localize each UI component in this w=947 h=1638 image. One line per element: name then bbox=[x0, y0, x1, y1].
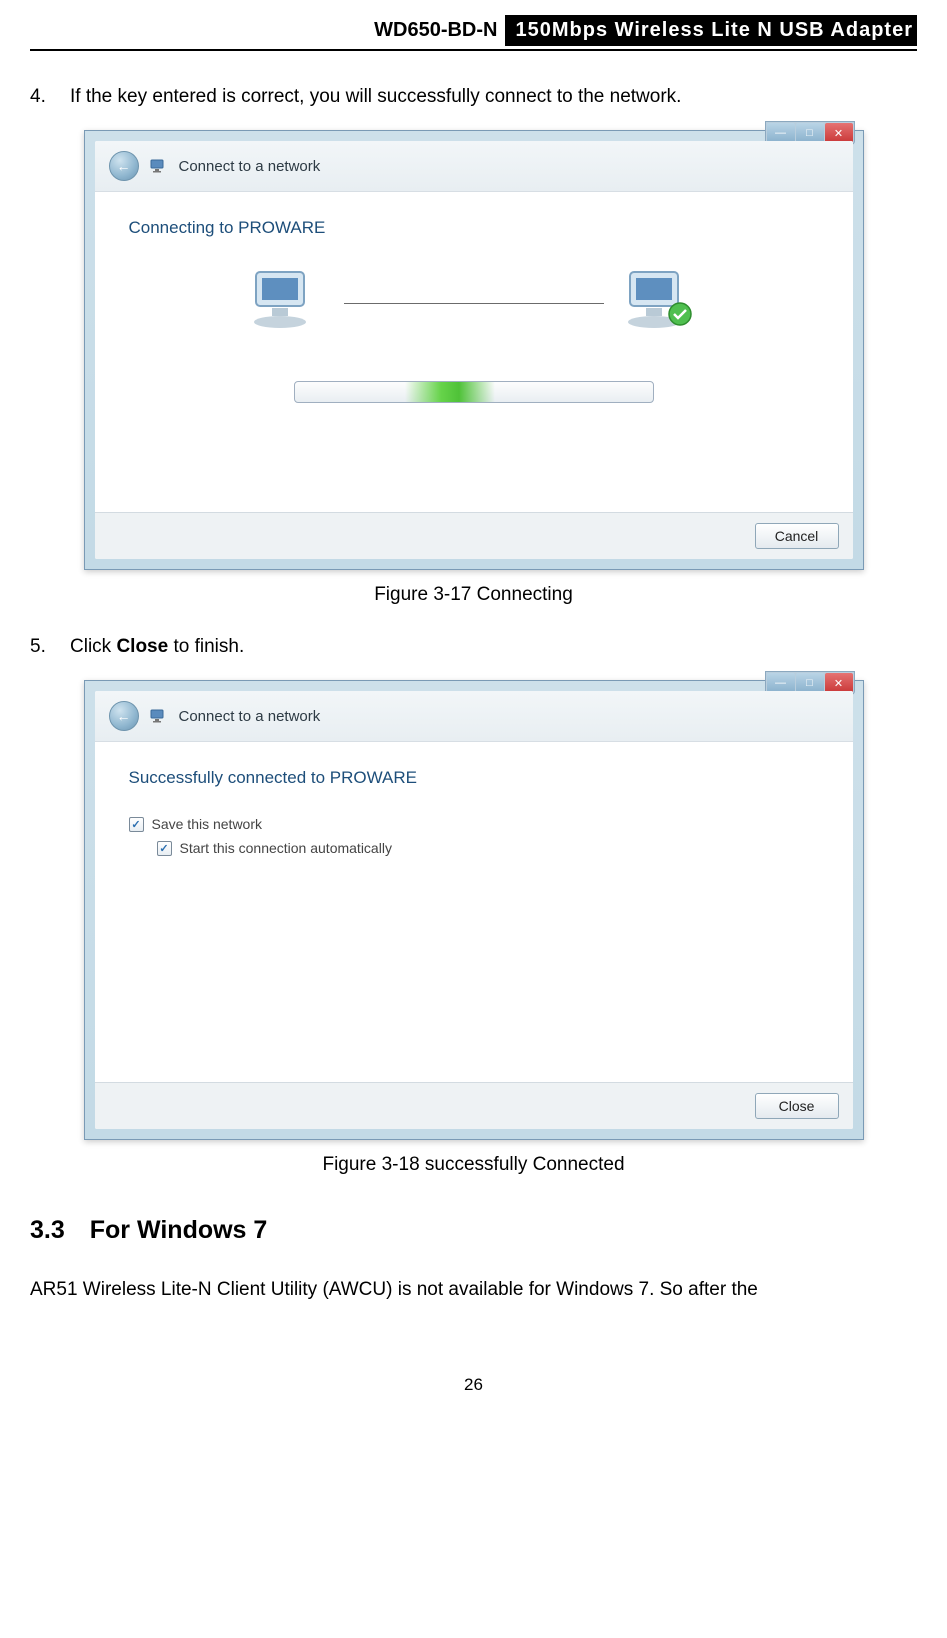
close-icon: ✕ bbox=[834, 127, 843, 140]
computer-right-icon bbox=[622, 266, 700, 341]
close-icon-2: ✕ bbox=[834, 677, 843, 690]
figure-317-caption: Figure 3-17 Connecting bbox=[30, 584, 917, 606]
connecting-title: Connecting to PROWARE bbox=[129, 218, 819, 238]
save-network-label: Save this network bbox=[152, 816, 263, 832]
section-paragraph: AR51 Wireless Lite-N Client Utility (AWC… bbox=[30, 1275, 917, 1305]
step-5-text: Click Close to finish. bbox=[70, 636, 917, 658]
connecting-window: — □ ✕ ← Connect to a net bbox=[84, 130, 864, 570]
window-header-text: Connect to a network bbox=[179, 158, 321, 175]
auto-start-label: Start this connection automatically bbox=[180, 840, 392, 856]
network-icon bbox=[149, 156, 169, 176]
network-icon-2 bbox=[149, 706, 169, 726]
window-header-text-2: Connect to a network bbox=[179, 708, 321, 725]
auto-start-row: ✓ Start this connection automatically bbox=[157, 840, 819, 856]
progress-fill bbox=[405, 382, 495, 402]
check-icon-2: ✓ bbox=[159, 842, 168, 855]
step-5-text-before: Click bbox=[70, 636, 116, 657]
step-5-number: 5. bbox=[30, 636, 70, 658]
back-button-2[interactable]: ← bbox=[109, 701, 139, 731]
connection-graphic bbox=[129, 266, 819, 341]
minimize-button[interactable]: — bbox=[767, 123, 795, 143]
close-button[interactable]: Close bbox=[755, 1093, 839, 1119]
progress-bar bbox=[294, 381, 654, 403]
close-window-button[interactable]: ✕ bbox=[825, 123, 853, 143]
maximize-button[interactable]: □ bbox=[796, 123, 824, 143]
back-arrow-icon: ← bbox=[117, 158, 131, 174]
connected-window: — □ ✕ ← Connect to a net bbox=[84, 680, 864, 1140]
save-network-checkbox[interactable]: ✓ bbox=[129, 817, 144, 832]
maximize-icon-2: □ bbox=[806, 677, 813, 689]
maximize-button-2[interactable]: □ bbox=[796, 673, 824, 693]
figure-318-caption: Figure 3-18 successfully Connected bbox=[30, 1154, 917, 1176]
window-header-2: ← Connect to a network bbox=[95, 691, 853, 742]
auto-start-checkbox[interactable]: ✓ bbox=[157, 841, 172, 856]
step-5-bold: Close bbox=[116, 636, 168, 657]
back-arrow-icon-2: ← bbox=[117, 708, 131, 724]
minimize-icon: — bbox=[775, 127, 786, 139]
connected-title: Successfully connected to PROWARE bbox=[129, 768, 819, 788]
step-5-text-after: to finish. bbox=[168, 636, 244, 657]
header-product: 150Mbps Wireless Lite N USB Adapter bbox=[505, 15, 917, 46]
step-4: 4. If the key entered is correct, you wi… bbox=[30, 86, 917, 108]
header-model: WD650-BD-N bbox=[374, 19, 505, 42]
computer-left-icon bbox=[248, 266, 326, 341]
connection-line bbox=[344, 303, 604, 304]
check-icon-1: ✓ bbox=[131, 818, 140, 831]
minimize-icon-2: — bbox=[775, 677, 786, 689]
minimize-button-2[interactable]: — bbox=[767, 673, 795, 693]
cancel-button[interactable]: Cancel bbox=[755, 523, 839, 549]
step-4-number: 4. bbox=[30, 86, 70, 108]
figure-318-container: — □ ✕ ← Connect to a net bbox=[30, 680, 917, 1140]
doc-header: WD650-BD-N 150Mbps Wireless Lite N USB A… bbox=[30, 15, 917, 51]
step-4-text: If the key entered is correct, you will … bbox=[70, 86, 917, 108]
page-number: 26 bbox=[30, 1375, 917, 1395]
maximize-icon: □ bbox=[806, 127, 813, 139]
window-header: ← Connect to a network bbox=[95, 141, 853, 192]
step-5: 5. Click Close to finish. bbox=[30, 636, 917, 658]
back-button[interactable]: ← bbox=[109, 151, 139, 181]
save-network-row: ✓ Save this network bbox=[129, 816, 819, 832]
section-heading: 3.3 For Windows 7 bbox=[30, 1216, 917, 1245]
close-window-button-2[interactable]: ✕ bbox=[825, 673, 853, 693]
figure-317-container: — □ ✕ ← Connect to a net bbox=[30, 130, 917, 570]
